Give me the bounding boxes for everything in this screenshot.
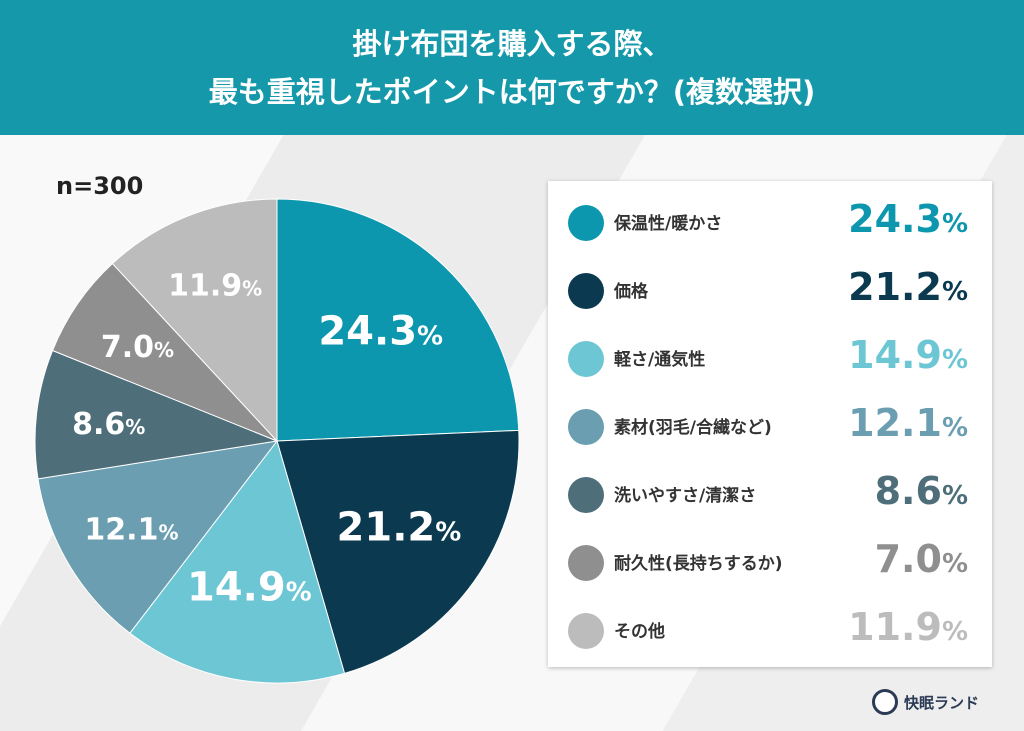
pie-slice xyxy=(34,349,279,480)
legend-label: 軽さ/通気性 xyxy=(614,350,706,370)
legend-item: 洗いやすさ/清潔さ 8.6% xyxy=(548,465,992,525)
title-line-2: 最も重視したポイントは何ですか？(複数選択) xyxy=(208,75,816,109)
chart-title: 掛け布団を購入する際、 最も重視したポイントは何ですか？(複数選択) xyxy=(0,0,1024,135)
legend-swatch xyxy=(568,273,604,309)
slice-label: 21.2% xyxy=(337,504,462,550)
title-line-1: 掛け布団を購入する際、 xyxy=(352,27,672,61)
legend-swatch xyxy=(568,477,604,513)
legend-label: 保温性/暖かさ xyxy=(614,214,723,234)
legend-item: その他 11.9% xyxy=(548,601,992,661)
sample-size: n=300 xyxy=(56,172,144,200)
legend-item: 価格 21.2% xyxy=(548,261,992,321)
logo-text: 快眠ランド xyxy=(904,693,980,712)
legend-label: 素材(羽毛/合繊など) xyxy=(614,418,772,438)
legend-swatch xyxy=(568,205,604,241)
legend-value: 8.6% xyxy=(874,469,968,513)
pie-slice xyxy=(37,440,279,634)
legend-swatch xyxy=(568,545,604,581)
legend-value: 11.9% xyxy=(848,605,968,649)
pie-slice xyxy=(51,262,278,442)
legend-label: 洗いやすさ/清潔さ xyxy=(614,486,757,506)
brand-logo: 快眠ランド xyxy=(872,689,979,715)
legend-value: 21.2% xyxy=(848,265,968,309)
legend-value: 24.3% xyxy=(848,197,968,241)
legend-label: 価格 xyxy=(614,282,648,302)
legend-item: 軽さ/通気性 14.9% xyxy=(548,329,992,389)
legend-item: 保温性/暖かさ 24.3% xyxy=(548,193,992,253)
legend-value: 14.9% xyxy=(848,333,968,377)
legend-swatch xyxy=(568,613,604,649)
logo-icon xyxy=(872,689,898,715)
legend-item: 耐久性(長持ちするか) 7.0% xyxy=(548,533,992,593)
legend-label: その他 xyxy=(614,622,665,642)
pie-slice xyxy=(276,198,520,442)
legend-swatch xyxy=(568,341,604,377)
pie-chart: 24.3%21.2%14.9%12.1%8.6%7.0%11.9% xyxy=(34,198,520,684)
legend-swatch xyxy=(568,409,604,445)
pie-slice xyxy=(111,198,278,443)
pie-slice xyxy=(276,429,520,675)
legend-label: 耐久性(長持ちするか) xyxy=(614,554,783,574)
legend-item: 素材(羽毛/合繊など) 12.1% xyxy=(548,397,992,457)
legend-value: 12.1% xyxy=(848,401,968,445)
legend: 保温性/暖かさ 24.3% 価格 21.2% 軽さ/通気性 14.9% 素材(羽毛/合繊など… xyxy=(548,181,992,667)
legend-value: 7.0% xyxy=(874,537,968,581)
pie-slice xyxy=(129,439,346,684)
